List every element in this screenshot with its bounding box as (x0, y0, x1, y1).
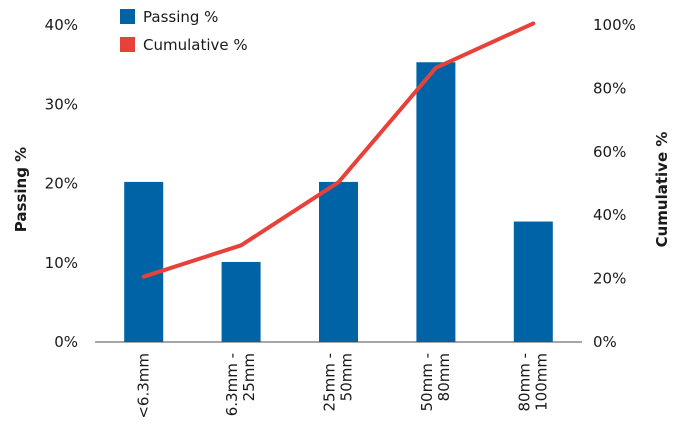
y-tick-label: 0% (54, 333, 78, 351)
y-tick-label: 20% (45, 175, 78, 193)
x-tick-label: 50mm (338, 353, 356, 401)
bar (513, 221, 553, 342)
y-tick-label: 10% (45, 254, 78, 272)
legend-label: Cumulative % (143, 36, 248, 54)
y2-axis-title: Cumulative % (653, 132, 671, 248)
legend: Passing % Cumulative % (120, 8, 248, 54)
bar (221, 261, 261, 342)
x-tick-label: 25mm - (321, 353, 339, 412)
y-axis-title: Passing % (12, 147, 30, 232)
bar (319, 181, 358, 342)
y-axis-left: 0% 10% 20% 30% 40% (45, 16, 78, 351)
x-tick-label: 50mm - (418, 353, 436, 412)
x-tick-label: <6.3mm (135, 353, 153, 419)
x-axis: <6.3mm 6.3mm -25mm 25mm -50mm 50mm -80mm 80m… (135, 353, 551, 419)
bar (416, 62, 456, 343)
y2-tick-label: 100% (593, 16, 636, 34)
x-tick-label: 6.3mm - (223, 353, 241, 416)
x-tick-label: 80mm - (515, 353, 533, 412)
legend-swatch (120, 9, 135, 24)
y2-tick-label: 20% (593, 270, 626, 288)
y2-tick-label: 60% (593, 143, 626, 161)
y-tick-label: 30% (45, 95, 78, 113)
y-tick-label: 40% (45, 16, 78, 34)
y2-tick-label: 80% (593, 79, 626, 97)
legend-swatch (120, 37, 135, 52)
x-tick-label: 25mm (240, 353, 258, 401)
line-series (141, 21, 536, 279)
bar-series (124, 62, 553, 343)
x-tick-label: 100mm (532, 353, 550, 411)
legend-label: Passing % (143, 8, 218, 26)
bar (124, 181, 164, 342)
cumulative-line (141, 21, 536, 279)
y2-tick-label: 40% (593, 206, 626, 224)
y2-tick-label: 0% (593, 333, 617, 351)
y-axis-right: 0% 20% 40% 60% 80% 100% (593, 16, 636, 351)
x-tick-label: 80mm (435, 353, 453, 401)
